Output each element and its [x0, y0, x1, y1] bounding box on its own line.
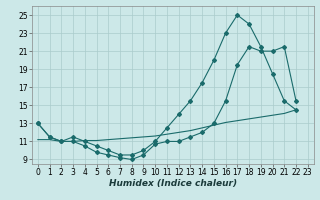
X-axis label: Humidex (Indice chaleur): Humidex (Indice chaleur) [109, 179, 237, 188]
